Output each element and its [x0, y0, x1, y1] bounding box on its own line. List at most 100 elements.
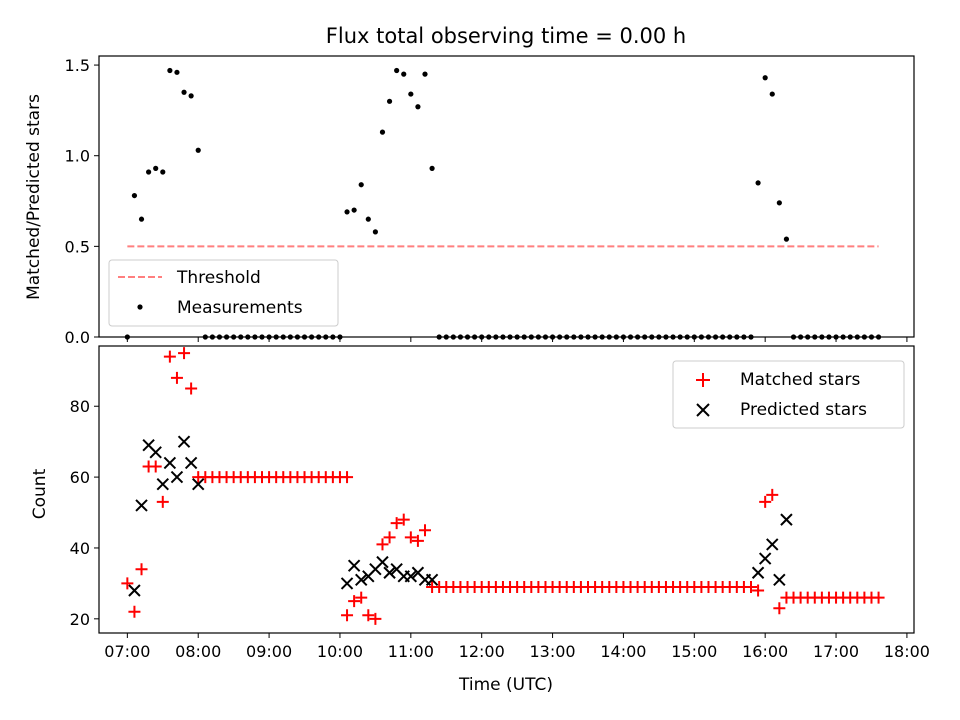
predicted-star-marker — [170, 470, 184, 484]
matched-star-marker — [872, 591, 885, 604]
matched-star-marker — [128, 605, 141, 618]
top-y-tick-label: 0.0 — [65, 328, 90, 347]
predicted-star-marker — [758, 552, 772, 565]
predicted-star-marker — [404, 570, 418, 583]
predicted-star-marker — [192, 477, 205, 491]
predicted-star-marker — [766, 538, 779, 551]
predicted-star-marker — [128, 584, 141, 597]
predicted-star-marker — [751, 566, 765, 579]
matched-star-marker — [411, 534, 424, 547]
bottom-y-ticks: 20 40 60 80 — [70, 397, 99, 629]
matched-star-marker — [121, 577, 134, 590]
top-y-ticks: 0.0 0.5 1.0 1.5 — [65, 56, 99, 347]
predicted-star-marker — [376, 555, 389, 569]
matched-star-marker — [149, 460, 162, 473]
measurement-point — [776, 200, 782, 206]
x-tick-label: 12:00 — [459, 642, 505, 661]
matched-star-marker — [362, 609, 375, 622]
measurement-point — [195, 147, 201, 153]
matched-star-marker — [348, 595, 361, 608]
measurement-point — [188, 93, 194, 99]
top-legend: Threshold Measurements — [108, 259, 339, 327]
measurement-point — [755, 180, 761, 186]
bottom-legend: Matched stars Predicted stars — [672, 360, 905, 429]
measurement-point — [174, 69, 180, 75]
top-y-tick-label: 1.0 — [65, 147, 90, 166]
measurement-point — [379, 129, 386, 135]
measurement-point — [131, 192, 138, 199]
bottom-axes-frame — [98, 345, 915, 634]
matched-star-marker — [341, 471, 354, 484]
bottom-y-tick-label: 40 — [70, 539, 90, 558]
x-tick-label: 07:00 — [104, 642, 150, 661]
matched-star-marker — [341, 609, 354, 622]
x-axis-label: Time (UTC) — [458, 675, 553, 695]
figure-title: Flux total observing time = 0.00 h — [326, 24, 686, 48]
matched-star-marker — [419, 524, 431, 537]
matched-star-marker — [397, 513, 410, 526]
legend-threshold-label: Threshold — [176, 268, 261, 288]
measurement-point — [181, 89, 187, 95]
predicted-star-marker — [780, 513, 793, 526]
predicted-star-marker — [340, 577, 354, 590]
predicted-star-marker — [135, 499, 148, 512]
x-tick-label: 14:00 — [600, 642, 646, 661]
predicted-star-marker — [163, 456, 177, 470]
predicted-star-marker — [184, 456, 198, 470]
measurement-point — [429, 165, 435, 171]
bottom-y-tick-label: 20 — [70, 610, 90, 629]
measurement-point — [783, 236, 790, 242]
matched-star-marker — [178, 347, 191, 360]
bottom-panel: 20 40 60 80 07:00 08:00 09:00 10:00 11:00 12:00 1… — [30, 345, 930, 695]
x-tick-label: 15:00 — [671, 642, 717, 661]
bottom-x-ticks: 07:00 08:00 09:00 10:00 11:00 12:00 13:00 14:00… — [104, 633, 930, 661]
x-tick-label: 13:00 — [530, 642, 576, 661]
predicted-star-marker — [177, 435, 191, 448]
legend-measurements-label: Measurements — [177, 298, 303, 318]
measurement-point — [415, 104, 421, 110]
measurement-point — [408, 91, 414, 97]
matched-star-marker — [752, 584, 765, 597]
measurement-point — [146, 169, 152, 175]
matched-star-marker — [376, 538, 389, 551]
matched-star-marker — [163, 350, 176, 363]
measurement-point — [401, 71, 407, 77]
matched-star-marker — [766, 488, 779, 501]
matched-star-marker — [135, 563, 148, 576]
predicted-star-marker — [773, 573, 786, 587]
measurement-point — [372, 229, 378, 235]
legend-matched-swatch — [696, 373, 710, 387]
measurement-point — [351, 207, 357, 213]
bottom-legend-box — [672, 360, 905, 429]
measurement-point — [769, 91, 775, 97]
x-tick-label: 18:00 — [884, 642, 930, 661]
matched-star-marker — [745, 580, 757, 593]
predicted-stars-points — [128, 435, 793, 597]
top-legend-box — [108, 259, 339, 327]
top-panel: 0.0 0.5 1.0 1.5 Matched/Predicted stars Thr… — [24, 55, 915, 347]
measurement-point — [422, 71, 428, 77]
x-tick-label: 17:00 — [813, 642, 859, 661]
matched-star-marker — [773, 602, 786, 615]
measurement-point — [762, 75, 768, 81]
matched-star-marker — [156, 495, 169, 508]
matched-star-marker — [383, 531, 396, 544]
matched-star-marker — [170, 371, 183, 384]
matched-star-marker — [355, 591, 368, 604]
measurement-point — [167, 67, 173, 74]
measurement-point — [365, 216, 371, 222]
measurement-point — [160, 169, 166, 175]
legend-measurements-swatch — [137, 304, 143, 310]
matched-stars-points — [121, 347, 885, 625]
bottom-y-tick-label: 60 — [70, 468, 90, 487]
predicted-star-marker — [347, 559, 361, 572]
measurement-point — [344, 209, 350, 215]
predicted-star-marker — [156, 477, 169, 491]
measurement-point — [394, 67, 400, 74]
top-y-tick-label: 0.5 — [65, 237, 90, 256]
x-tick-label: 11:00 — [388, 642, 434, 661]
x-tick-label: 16:00 — [742, 642, 788, 661]
matched-star-marker — [404, 531, 417, 544]
bottom-y-tick-label: 80 — [70, 397, 90, 416]
